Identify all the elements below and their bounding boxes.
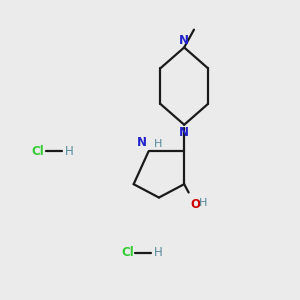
Text: N: N bbox=[179, 126, 189, 139]
Text: H: H bbox=[65, 145, 74, 158]
Text: Cl: Cl bbox=[121, 246, 134, 259]
Text: Cl: Cl bbox=[32, 145, 44, 158]
Text: H: H bbox=[199, 198, 207, 208]
Text: N: N bbox=[137, 136, 147, 148]
Text: H: H bbox=[147, 139, 162, 148]
Text: H: H bbox=[154, 246, 163, 259]
Text: O: O bbox=[191, 198, 201, 211]
Text: N: N bbox=[179, 34, 189, 46]
